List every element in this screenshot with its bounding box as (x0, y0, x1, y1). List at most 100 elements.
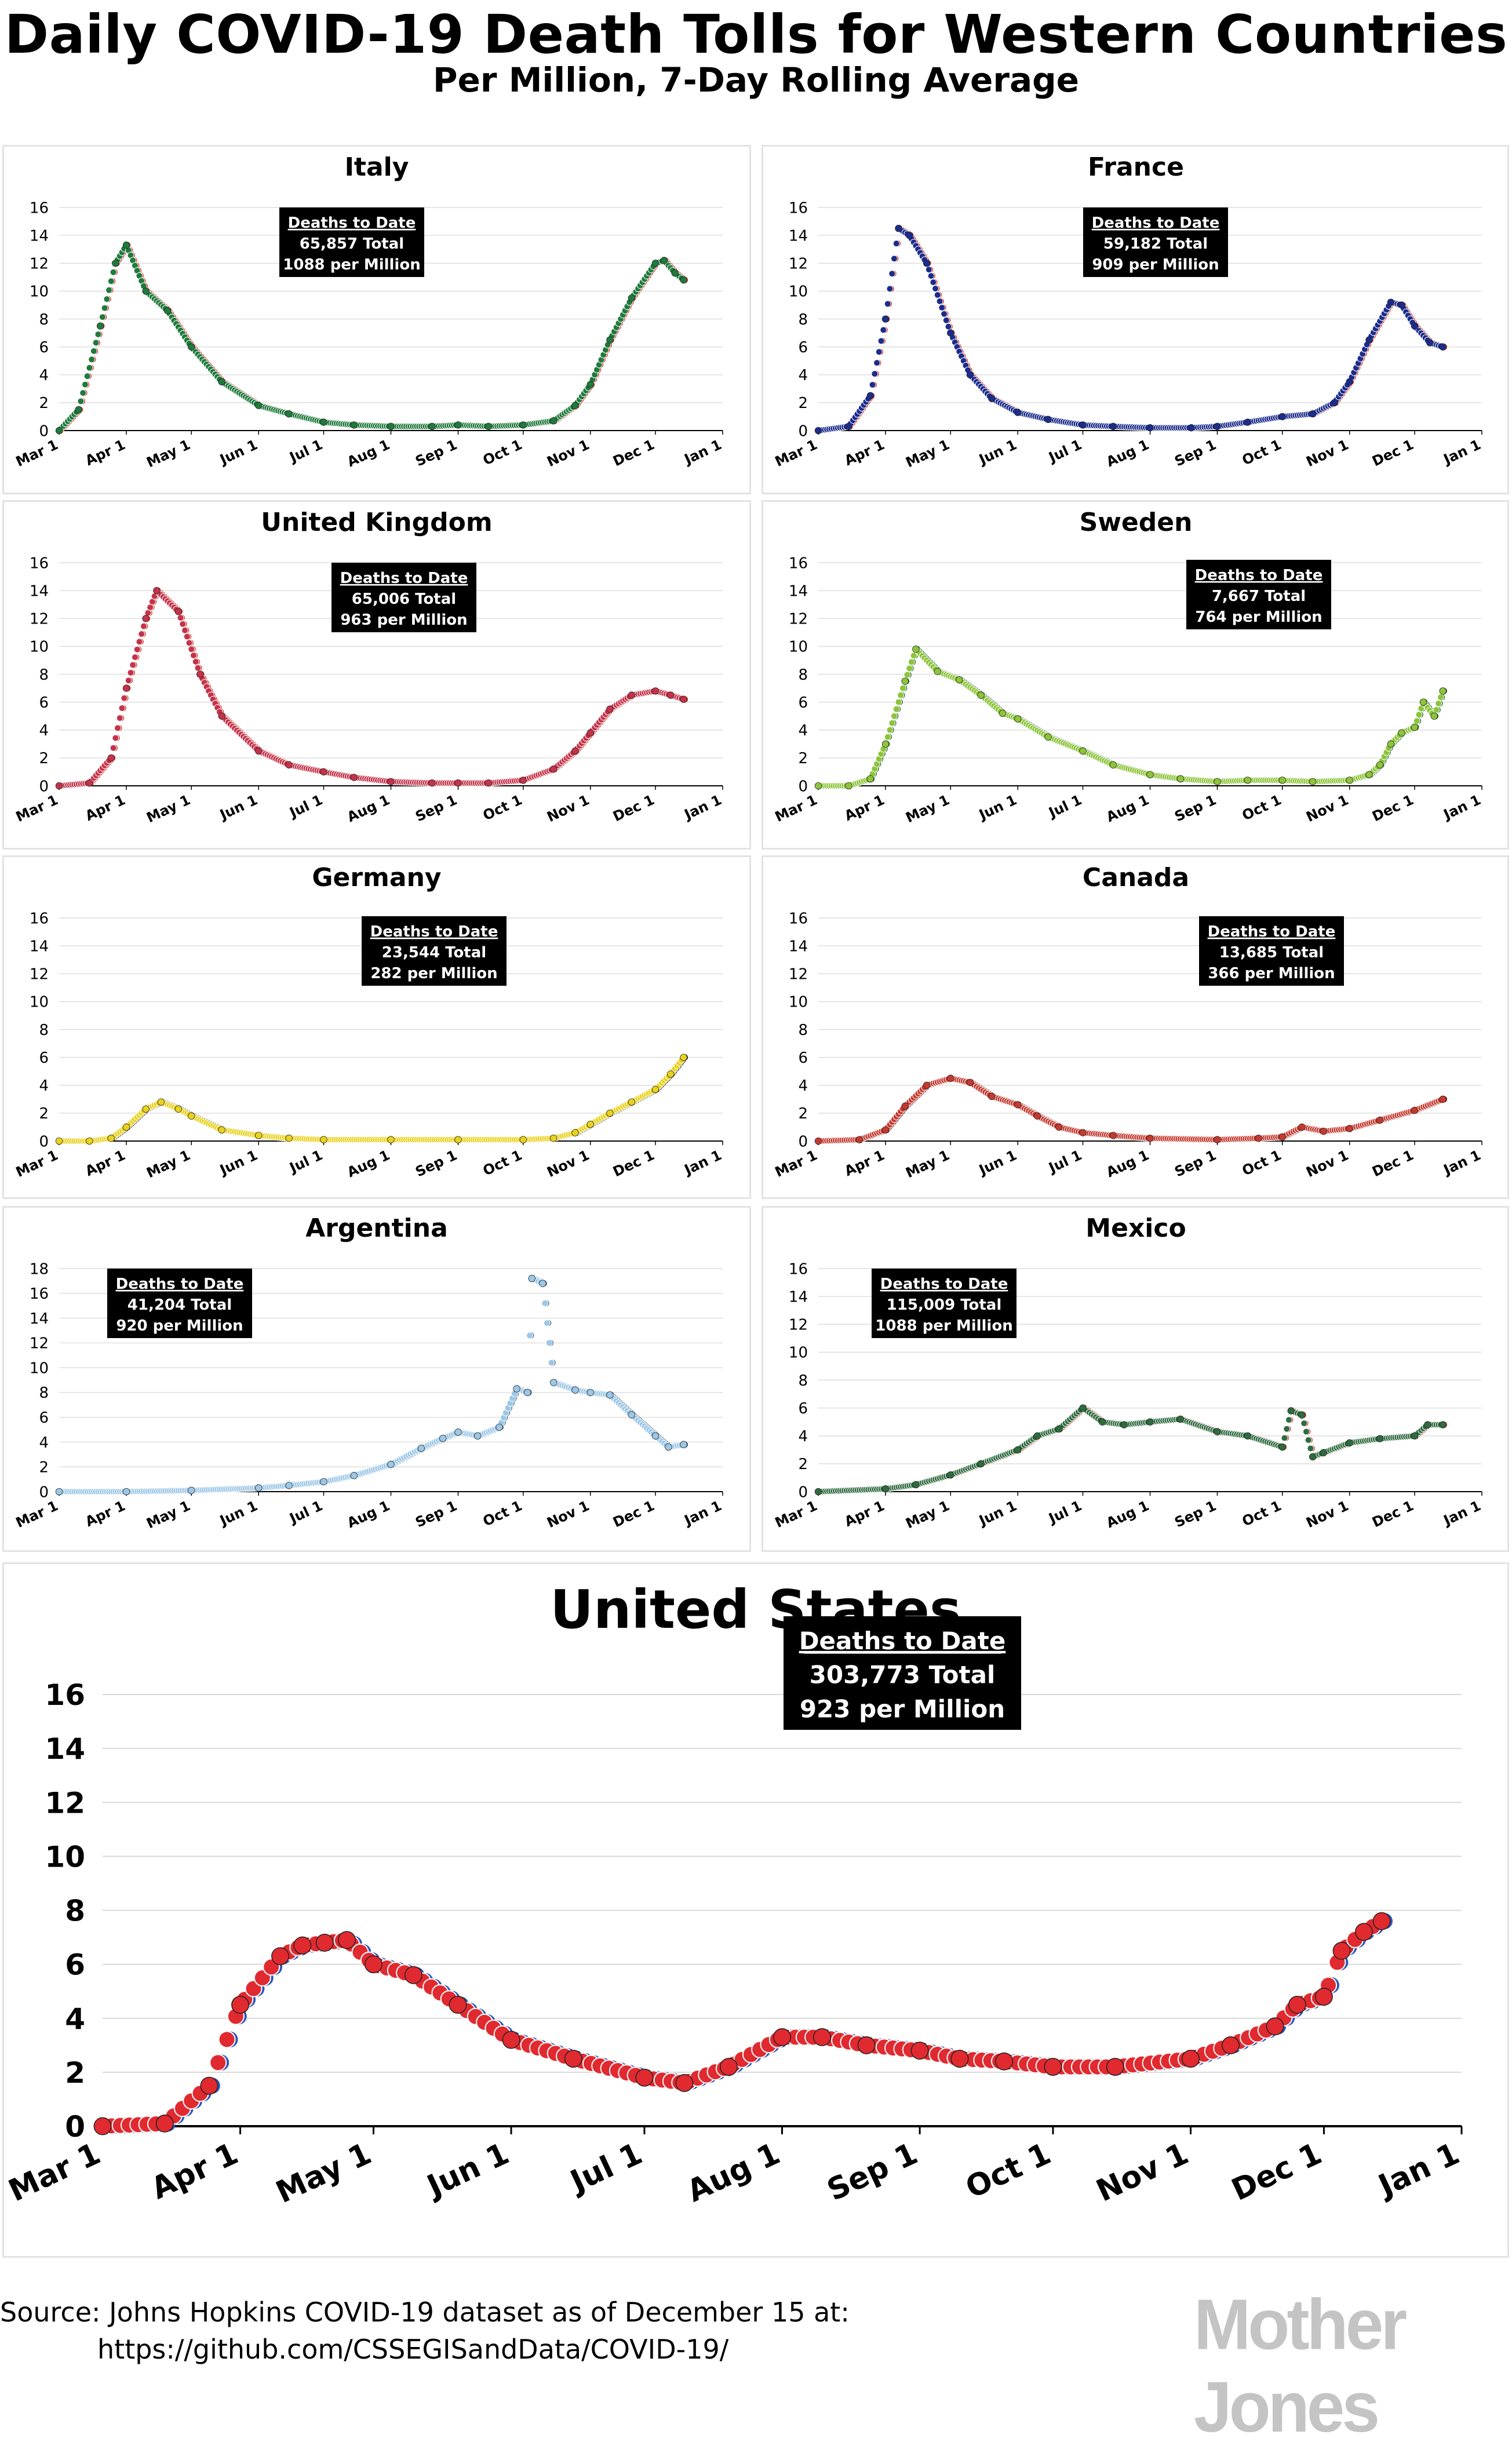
x-tick-label: Jun 1 (216, 1147, 260, 1179)
data-point (255, 1485, 262, 1492)
x-tick-label: Mar 1 (773, 792, 820, 825)
data-point (680, 1441, 687, 1448)
data-point (123, 1488, 130, 1495)
data-point (550, 417, 557, 424)
data-point (956, 676, 963, 683)
data-point (520, 777, 527, 784)
x-tick-label: Mar 1 (13, 436, 61, 470)
x-tick-label: May 1 (903, 436, 952, 471)
data-point (947, 1075, 954, 1082)
data-point (429, 779, 436, 786)
y-tick-label: 0 (798, 1484, 808, 1501)
x-tick-label: May 1 (144, 1147, 192, 1181)
y-tick-label: 16 (789, 199, 808, 217)
y-tick-label: 2 (798, 750, 808, 767)
x-tick-label: Dec 1 (610, 1147, 657, 1180)
data-point (891, 713, 897, 719)
y-tick-label: 4 (798, 1428, 808, 1445)
data-point (1346, 378, 1353, 385)
data-point (130, 662, 136, 668)
y-tick-label: 2 (39, 1459, 49, 1477)
y-tick-label: 8 (798, 1372, 808, 1390)
data-point (526, 1332, 533, 1339)
data-point (108, 755, 115, 761)
data-point (880, 327, 887, 333)
data-point (652, 1086, 659, 1093)
data-point (672, 269, 679, 276)
deaths-box-per-million: 366 per Million (1208, 965, 1335, 982)
data-point (1440, 1096, 1447, 1103)
data-point (134, 646, 140, 653)
deaths-box-heading: Deaths to Date (116, 1275, 244, 1293)
x-tick-label: Jan 1 (681, 1147, 724, 1179)
x-tick-label: Oct 1 (1240, 436, 1284, 468)
x-tick-label: Aug 1 (1104, 1147, 1152, 1180)
data-point (882, 1127, 889, 1134)
x-tick-label: Sep 1 (413, 1147, 460, 1180)
data-point (190, 653, 196, 659)
y-tick-label: 16 (789, 910, 808, 927)
y-tick-label: 12 (789, 966, 808, 983)
x-tick-label: Dec 1 (1369, 1147, 1416, 1180)
data-point (320, 419, 327, 426)
data-point (680, 1054, 687, 1061)
data-point (930, 279, 937, 286)
y-tick-label: 4 (798, 722, 808, 739)
chart-title: Germany (312, 863, 441, 892)
data-point (123, 1124, 130, 1131)
data-point (1034, 1113, 1041, 1120)
data-point (899, 685, 906, 691)
x-tick-label: Nov 1 (544, 792, 592, 825)
data-point (939, 304, 945, 311)
data-point (540, 1280, 546, 1287)
data-point (188, 646, 195, 653)
y-tick-label: 10 (30, 639, 49, 656)
x-tick-label: Oct 1 (480, 436, 524, 468)
data-point (89, 356, 95, 363)
data-point (418, 1445, 425, 1452)
data-point (1366, 337, 1373, 344)
data-point (1346, 1125, 1353, 1132)
data-point (1014, 716, 1021, 723)
chart-title: Sweden (1080, 508, 1193, 537)
y-tick-label: 8 (39, 1022, 49, 1039)
data-point (108, 278, 114, 285)
x-tick-label: Dec 1 (610, 436, 657, 469)
data-point (1080, 1129, 1087, 1136)
y-tick-label: 4 (39, 1077, 49, 1095)
data-point (1014, 1102, 1021, 1109)
data-point (180, 621, 186, 627)
y-tick-label: 14 (789, 582, 808, 600)
deaths-box-total: 7,667 Total (1212, 588, 1306, 605)
deaths-box-per-million: 282 per Million (370, 965, 497, 982)
data-point (815, 427, 822, 434)
y-tick-label: 16 (30, 910, 49, 927)
data-point (587, 1389, 594, 1396)
data-point (1188, 424, 1195, 431)
y-tick-label: 16 (30, 199, 49, 217)
data-point (192, 658, 199, 665)
data-point (607, 337, 614, 344)
y-tick-label: 6 (39, 1409, 49, 1427)
data-point (587, 381, 594, 388)
data-point (123, 242, 130, 249)
data-point (967, 371, 974, 378)
data-point (101, 305, 108, 311)
data-point (874, 360, 880, 366)
data-point (680, 276, 687, 283)
data-point (1299, 1124, 1306, 1131)
y-tick-label: 10 (789, 1344, 808, 1362)
deaths-box-per-million: 909 per Million (1092, 256, 1219, 274)
y-tick-label: 12 (30, 611, 49, 628)
y-tick-label: 0 (39, 422, 49, 440)
x-tick-label: Dec 1 (610, 792, 657, 825)
data-point (1426, 340, 1433, 347)
data-point (913, 646, 920, 653)
data-point (667, 692, 674, 699)
